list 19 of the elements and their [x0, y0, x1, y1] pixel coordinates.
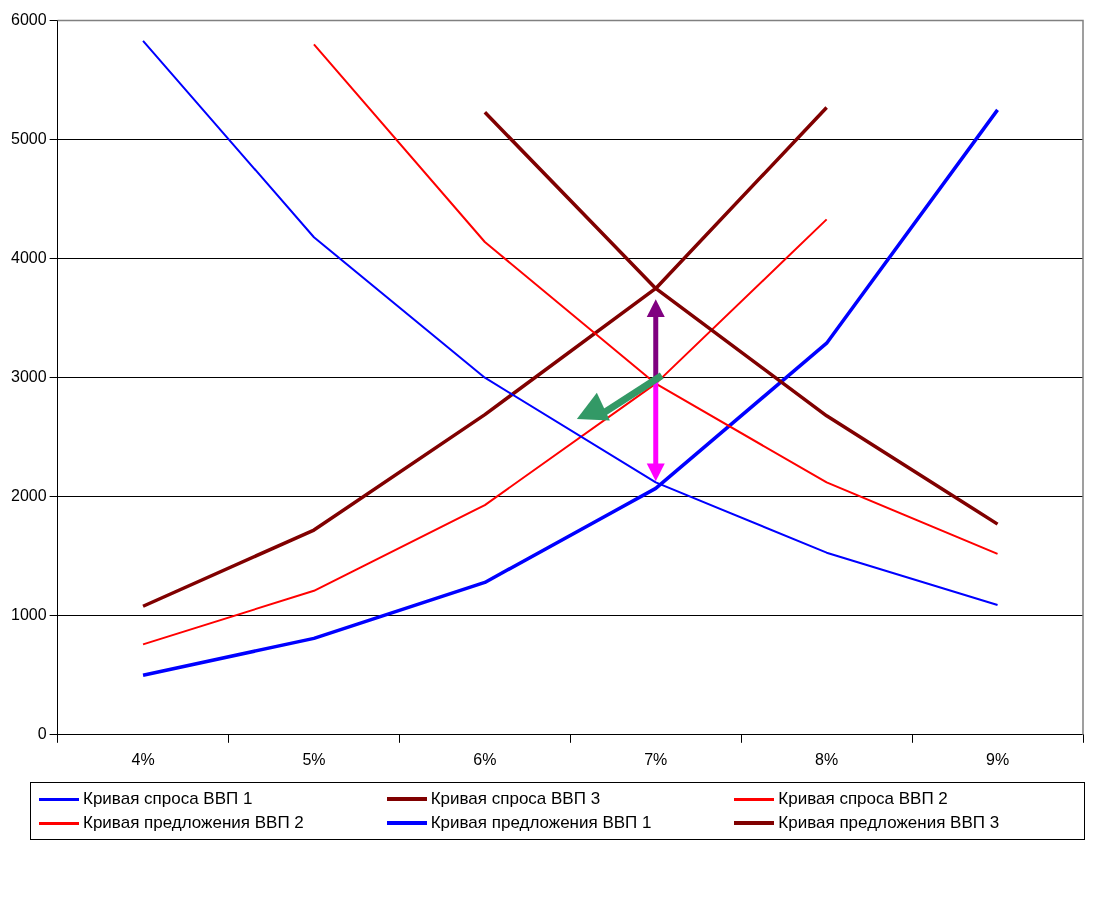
x-tick-label: 6% — [473, 750, 497, 768]
x-tick-label: 7% — [644, 750, 668, 768]
legend-label: Кривая предложения ВВП 3 — [778, 813, 1000, 833]
y-tick-label: 3000 — [11, 368, 47, 386]
y-tick-label: 2000 — [11, 487, 47, 505]
legend-label: Кривая спроса ВВП 3 — [430, 789, 601, 809]
y-tick-label: 4000 — [11, 249, 47, 267]
y-tick-label: 1000 — [11, 606, 47, 624]
y-tick-label: 0 — [37, 725, 47, 743]
x-tick-label: 5% — [302, 750, 326, 768]
x-tick-label: 4% — [131, 750, 155, 768]
legend-label: Кривая предложения ВВП 2 — [83, 813, 304, 833]
legend-label: Кривая спроса ВВП 1 — [83, 789, 253, 809]
x-tick-label: 9% — [985, 750, 1010, 768]
legend-label: Кривая предложения ВВП 1 — [430, 813, 652, 833]
x-tick-label: 8% — [815, 750, 839, 768]
y-tick-label: 5000 — [11, 130, 47, 148]
y-tick-label: 6000 — [11, 11, 47, 29]
legend-label: Кривая спроса ВВП 2 — [778, 789, 948, 809]
